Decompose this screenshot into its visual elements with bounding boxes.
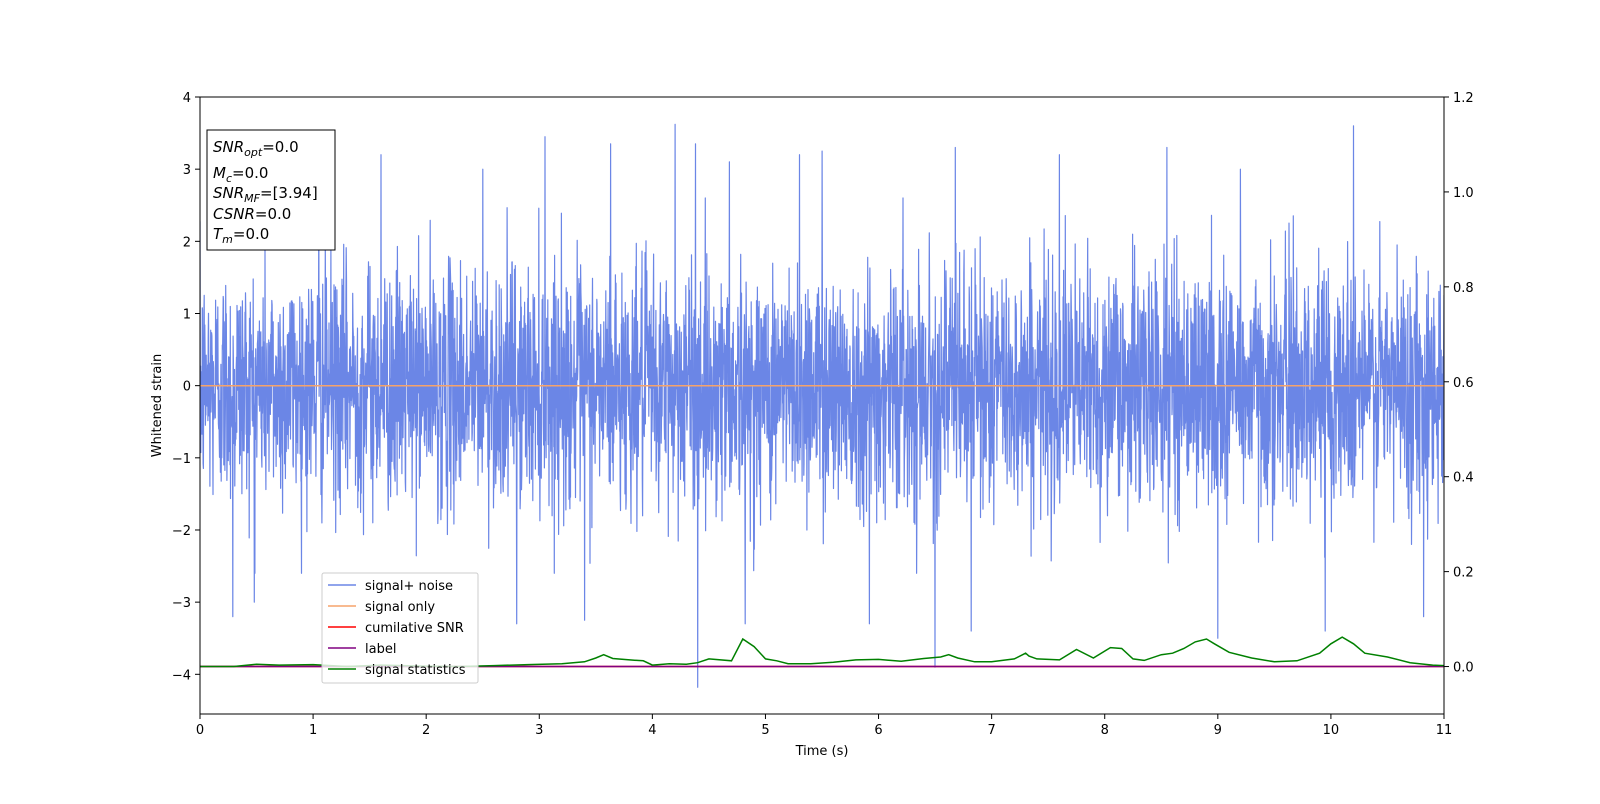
y2-tick-label: 0.0 xyxy=(1453,661,1474,676)
y2-tick-label: 0.8 xyxy=(1453,281,1474,296)
legend-label: cumilative SNR xyxy=(365,621,464,636)
info-line: SNRopt=0.0 xyxy=(213,138,299,159)
y2-tick-label: 0.6 xyxy=(1453,376,1474,391)
x-tick-label: 6 xyxy=(874,723,882,738)
x-tick-label: 8 xyxy=(1101,723,1109,738)
y2-tick-label: 1.2 xyxy=(1453,91,1474,106)
y-tick-label: −4 xyxy=(172,668,191,683)
x-tick-label: 2 xyxy=(422,723,430,738)
plot-frame xyxy=(199,96,1445,715)
y-tick-label: −2 xyxy=(172,524,191,539)
y2-tick-label: 0.2 xyxy=(1453,566,1474,581)
x-tick-label: 4 xyxy=(648,723,656,738)
y-tick-label: 0 xyxy=(183,380,191,395)
info-line: Mc=0.0 xyxy=(213,164,268,185)
y-tick-label: 4 xyxy=(183,91,191,106)
x-tick-label: 3 xyxy=(535,723,543,738)
legend-label: label xyxy=(365,642,396,657)
info-line: CSNR=0.0 xyxy=(213,205,291,223)
info-line: Tm=0.0 xyxy=(213,225,269,246)
legend-label: signal only xyxy=(365,600,435,615)
series-signal-statistics xyxy=(200,636,1444,668)
y-tick-label: 3 xyxy=(183,163,191,178)
legend-label: signal+ noise xyxy=(365,579,453,594)
y-tick-label: −1 xyxy=(172,452,191,467)
series-signal-noise xyxy=(200,123,1444,688)
x-tick-label: 1 xyxy=(309,723,317,738)
x-axis-label: Time (s) xyxy=(795,744,849,759)
x-tick-label: 7 xyxy=(987,723,995,738)
info-line: SNRMF=[3.94] xyxy=(213,184,318,205)
legend-box xyxy=(321,572,479,684)
y2-tick-label: 0.4 xyxy=(1453,471,1474,486)
x-tick-label: 0 xyxy=(196,723,204,738)
x-tick-label: 5 xyxy=(761,723,769,738)
info-box xyxy=(206,129,336,251)
y-tick-label: 1 xyxy=(183,307,191,322)
x-tick-label: 11 xyxy=(1436,723,1453,738)
x-tick-label: 9 xyxy=(1214,723,1222,738)
y2-tick-label: 1.0 xyxy=(1453,186,1474,201)
y-tick-label: −3 xyxy=(172,596,191,611)
y-tick-label: 2 xyxy=(183,235,191,250)
x-tick-label: 10 xyxy=(1323,723,1340,738)
y-axis-label: Whitened strain xyxy=(150,354,165,457)
legend-label: signal statistics xyxy=(365,663,466,678)
